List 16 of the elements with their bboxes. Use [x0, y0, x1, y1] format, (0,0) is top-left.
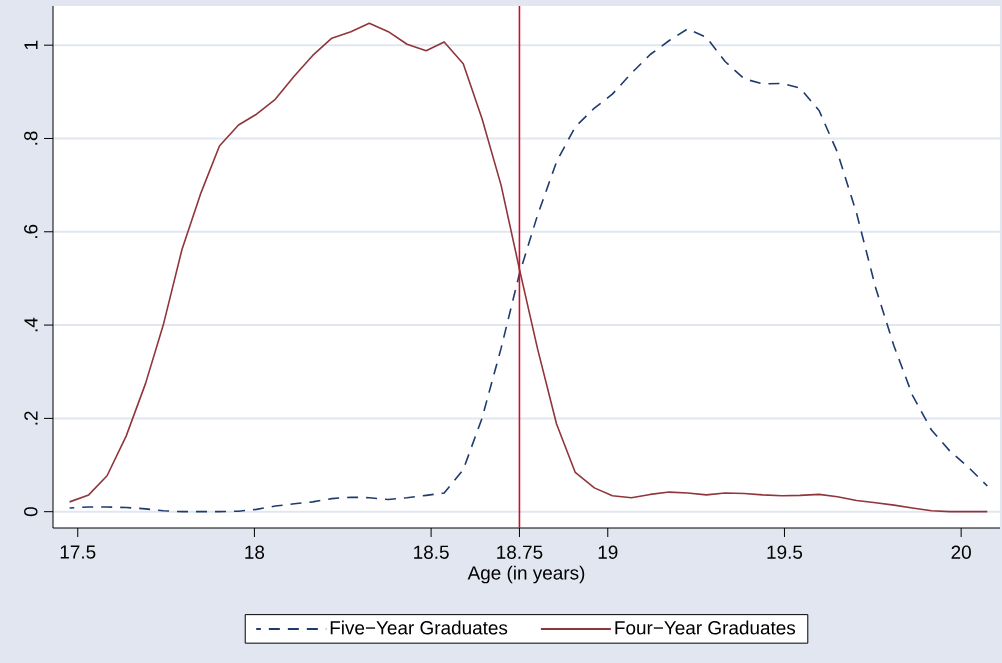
x-axis-title: Age (in years) [467, 565, 585, 584]
y-tick-label: .6 [24, 224, 38, 238]
y-tick-label: .2 [24, 411, 38, 425]
y-tick-label: .4 [24, 317, 38, 332]
y-tick-label: .8 [24, 131, 38, 145]
x-tick-label: 19.5 [767, 545, 803, 559]
y-tick-label: 0 [24, 507, 38, 517]
x-tick-label: 20 [951, 545, 971, 559]
legend-label: Four−Year Graduates [615, 620, 796, 635]
legend-label: Five−Year Graduates [330, 620, 508, 635]
x-tick-label: 19 [598, 545, 618, 559]
y-tick-label: 1 [24, 40, 38, 49]
x-tick-label: 17.5 [60, 545, 96, 559]
x-tick-label: 18.5 [414, 545, 449, 559]
x-tick-label: 18 [245, 545, 265, 559]
x-tick-label: 18.75 [497, 545, 543, 559]
